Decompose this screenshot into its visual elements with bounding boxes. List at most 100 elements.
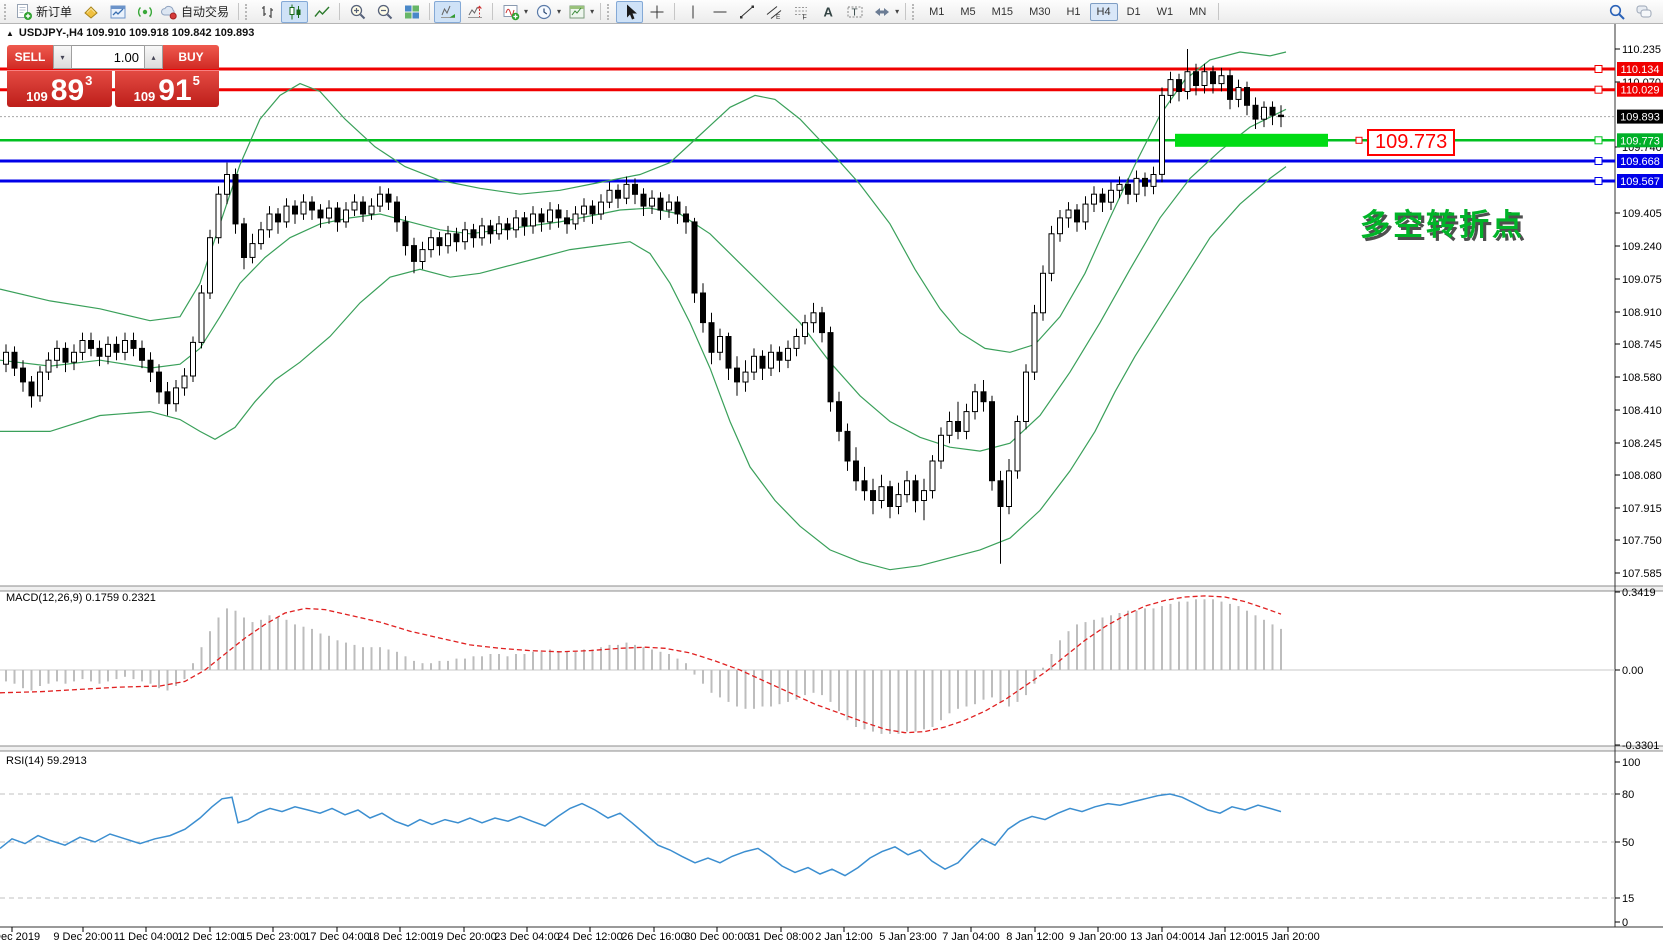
tf-h1-button[interactable]: H1 — [1059, 3, 1087, 21]
horizontal-line-objects[interactable] — [0, 65, 1615, 185]
rsi-level-lines — [0, 793, 1615, 899]
signals-button[interactable] — [131, 1, 158, 23]
sell-price-big: 89 — [50, 74, 85, 108]
bar-chart-mode-button[interactable] — [254, 1, 281, 23]
tile-windows-button[interactable] — [398, 1, 425, 23]
svg-text:26 Dec 16:00: 26 Dec 16:00 — [621, 931, 686, 943]
new-order-button[interactable]: 新订单 — [13, 1, 77, 23]
bar-chart-icon — [259, 3, 277, 21]
tf-m5-button[interactable]: M5 — [953, 3, 982, 21]
svg-text:109.893: 109.893 — [1620, 112, 1660, 124]
zoom-out-button[interactable] — [371, 1, 398, 23]
cursor-button[interactable] — [616, 0, 644, 23]
symbols-icon — [82, 3, 100, 21]
templates-button[interactable] — [563, 1, 590, 23]
price-axis[interactable]: 110.235110.070109.740109.405109.240109.0… — [1615, 44, 1663, 929]
zoom-out-icon — [376, 3, 394, 21]
shapes-button[interactable] — [868, 1, 895, 23]
tf-mn-button[interactable]: MN — [1182, 3, 1213, 21]
channel-icon: E — [765, 3, 783, 21]
sell-price-prefix: 109 — [26, 88, 48, 104]
volume-input[interactable] — [72, 45, 144, 69]
toolbar-group — [434, 0, 488, 24]
collapse-arrow-icon[interactable]: ▲ — [6, 28, 14, 38]
search-button[interactable] — [1603, 1, 1630, 23]
chevron-down-icon[interactable]: ▾ — [590, 7, 595, 16]
hline-icon — [711, 3, 729, 21]
chevron-down-icon[interactable]: ▾ — [524, 7, 529, 16]
toolbar-grip[interactable] — [607, 3, 612, 20]
text-button[interactable]: A — [814, 1, 841, 23]
shapes-icon — [873, 3, 891, 21]
callout-handle[interactable] — [1355, 136, 1363, 144]
candlestick-mode-button[interactable] — [281, 0, 309, 23]
buy-price-prefix: 109 — [133, 88, 156, 104]
highlight-rectangle-object[interactable] — [1175, 133, 1328, 147]
toolbar-grip[interactable] — [245, 3, 250, 20]
auto-scroll-button[interactable] — [434, 0, 462, 23]
chart-window-button[interactable] — [104, 1, 131, 23]
sell-price-sup: 3 — [85, 73, 93, 88]
svg-text:110.235: 110.235 — [1622, 44, 1661, 56]
svg-text:12 Dec 12:00: 12 Dec 12:00 — [177, 931, 242, 943]
tf-w1-button[interactable]: W1 — [1150, 3, 1181, 21]
horizontal-line-button[interactable] — [706, 1, 733, 23]
price-callout-label[interactable]: 109.773 — [1367, 129, 1456, 156]
svg-text:0: 0 — [1622, 917, 1628, 929]
symbols-button[interactable] — [77, 1, 104, 23]
svg-text:8 Jan 12:00: 8 Jan 12:00 — [1006, 931, 1064, 943]
buy-button[interactable]: BUY — [163, 45, 219, 69]
auto-trading-button-label: 自动交易 — [181, 5, 230, 19]
sell-price-button[interactable]: 109 89 3 — [7, 71, 112, 107]
fibonacci-icon: F — [792, 3, 810, 21]
chart-text-annotation[interactable]: 多空转折点 — [1360, 209, 1525, 242]
toolbar-separator — [238, 3, 240, 20]
tf-m5-button-label: M5 — [960, 5, 976, 18]
volume-increase-button[interactable]: ▴ — [144, 45, 163, 69]
volume-decrease-button[interactable]: ▾ — [53, 45, 72, 69]
tf-m30-button[interactable]: M30 — [1022, 3, 1057, 21]
svg-text:13 Jan 04:00: 13 Jan 04:00 — [1130, 931, 1194, 943]
toolbar-separator — [1218, 3, 1220, 20]
vertical-line-button[interactable] — [679, 1, 706, 23]
svg-text:18 Dec 12:00: 18 Dec 12:00 — [367, 931, 432, 943]
buy-price-button[interactable]: 109 91 5 — [114, 71, 219, 107]
tf-d1-button[interactable]: D1 — [1120, 3, 1148, 21]
tf-m1-button[interactable]: M1 — [922, 3, 951, 21]
tf-m15-button[interactable]: M15 — [985, 3, 1020, 21]
tile-windows-icon — [403, 3, 421, 21]
chat-button[interactable] — [1630, 1, 1657, 23]
tf-h4-button[interactable]: H4 — [1089, 2, 1118, 21]
svg-text:7 Jan 04:00: 7 Jan 04:00 — [942, 931, 1000, 943]
chevron-down-icon[interactable]: ▾ — [557, 7, 562, 16]
svg-text:E: E — [776, 14, 781, 21]
periods-button[interactable] — [530, 1, 557, 23]
line-chart-mode-button[interactable] — [308, 1, 335, 23]
equidistant-channel-button[interactable]: E — [760, 1, 787, 23]
text-label-button[interactable]: T — [841, 1, 868, 23]
chevron-down-icon[interactable]: ▾ — [895, 7, 900, 16]
toolbar-grip[interactable] — [912, 3, 917, 20]
rsi-line — [0, 793, 1282, 877]
sell-button[interactable]: SELL — [7, 45, 53, 69]
fibonacci-button[interactable]: F — [787, 1, 814, 23]
tf-w1-button-label: W1 — [1156, 5, 1174, 18]
chat-icon — [1635, 3, 1653, 21]
pane-splitter[interactable] — [0, 585, 1663, 752]
svg-text:109.773: 109.773 — [1620, 135, 1660, 147]
crosshair-button[interactable] — [643, 1, 670, 23]
zoom-in-button[interactable] — [344, 1, 371, 23]
buy-price-sup: 5 — [192, 73, 200, 88]
svg-text:110.029: 110.029 — [1621, 85, 1660, 97]
svg-text:109.075: 109.075 — [1622, 274, 1662, 286]
line-chart-icon — [313, 3, 331, 21]
toolbar-grip[interactable] — [4, 3, 9, 20]
chart-shift-button[interactable] — [461, 1, 488, 23]
indicators-button[interactable] — [497, 1, 524, 23]
auto-trading-button[interactable]: 自动交易 — [158, 1, 234, 23]
svg-text:108.745: 108.745 — [1622, 339, 1662, 351]
svg-text:9 Dec 20:00: 9 Dec 20:00 — [53, 931, 112, 943]
trendline-button[interactable] — [733, 1, 760, 23]
